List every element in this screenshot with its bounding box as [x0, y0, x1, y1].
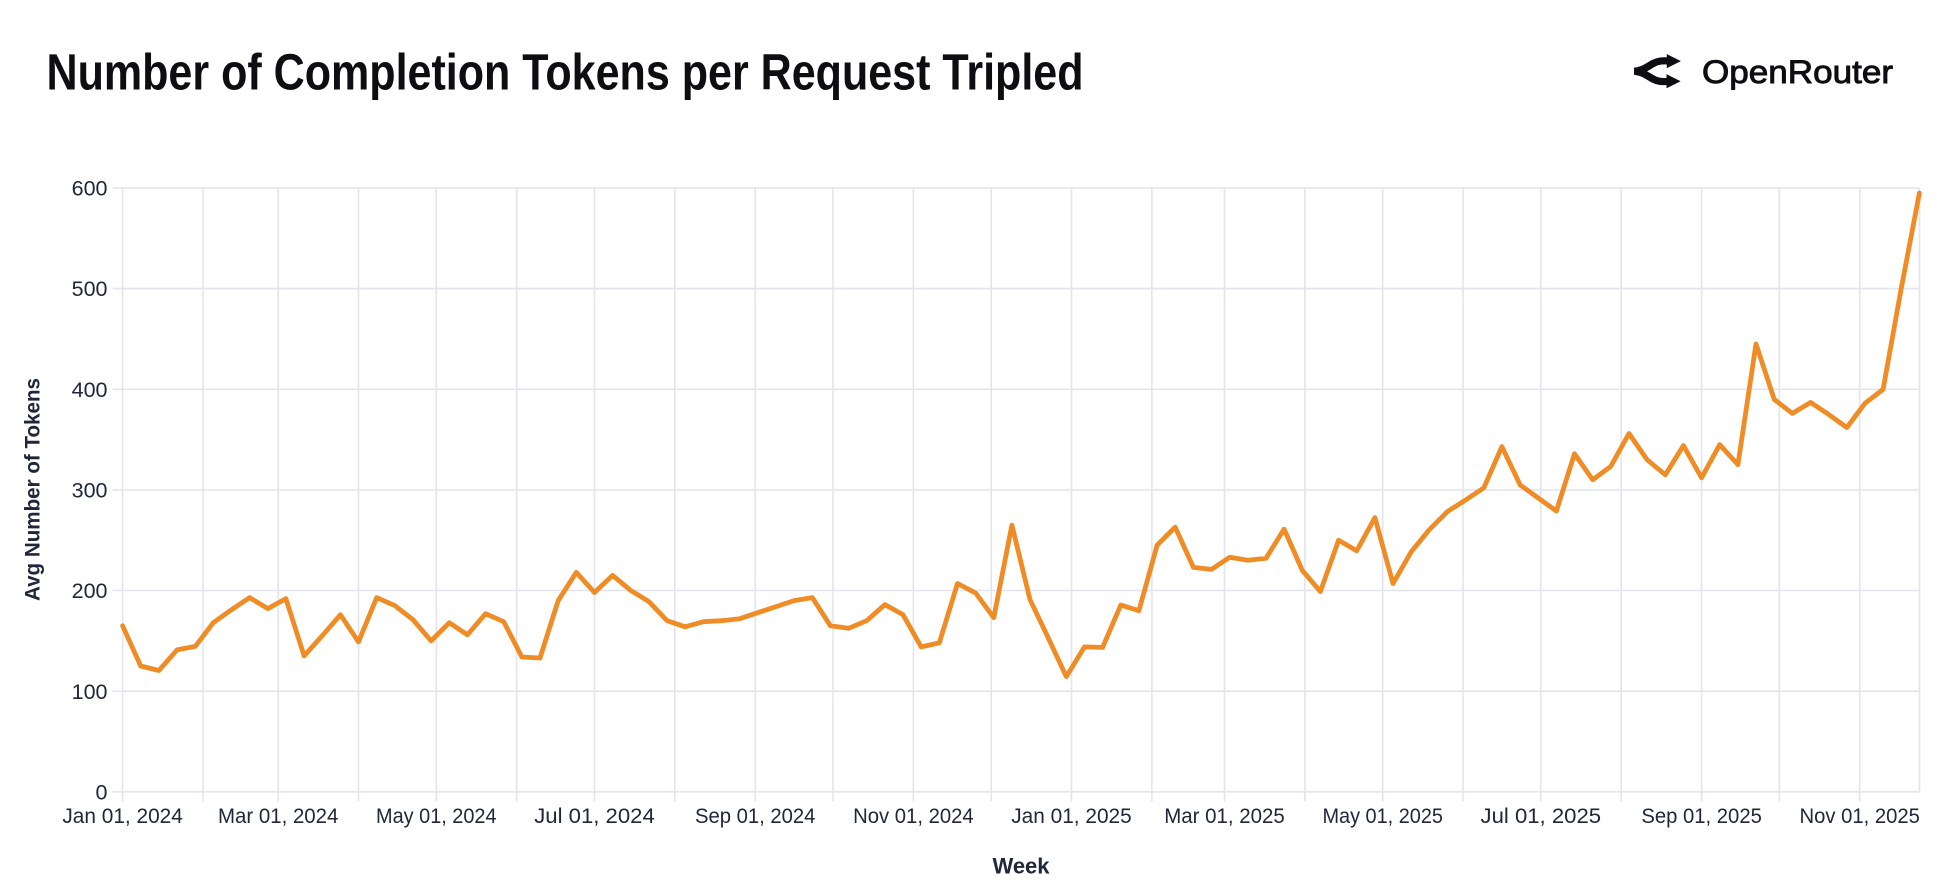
svg-text:0: 0	[96, 780, 108, 804]
svg-text:Jul 01, 2025: Jul 01, 2025	[1481, 804, 1602, 828]
svg-text:May 01, 2025: May 01, 2025	[1322, 804, 1443, 828]
svg-text:Nov 01, 2024: Nov 01, 2024	[853, 804, 974, 828]
svg-text:Nov 01, 2025: Nov 01, 2025	[1799, 804, 1920, 828]
svg-text:Jul 01, 2024: Jul 01, 2024	[534, 804, 655, 828]
svg-text:OpenRouter: OpenRouter	[1702, 54, 1893, 90]
svg-text:500: 500	[72, 277, 108, 301]
svg-text:300: 300	[72, 479, 108, 503]
svg-text:Avg Number of Tokens: Avg Number of Tokens	[21, 378, 45, 601]
svg-text:200: 200	[72, 579, 108, 603]
svg-text:Jan 01, 2024: Jan 01, 2024	[62, 804, 183, 828]
svg-text:Sep 01, 2024: Sep 01, 2024	[695, 804, 816, 828]
svg-text:100: 100	[72, 680, 108, 704]
svg-text:Sep 01, 2025: Sep 01, 2025	[1641, 804, 1762, 828]
svg-text:Mar 01, 2024: Mar 01, 2024	[218, 804, 339, 828]
svg-text:Number of Completion Tokens pe: Number of Completion Tokens per Request …	[47, 44, 1084, 101]
svg-text:Week: Week	[992, 854, 1050, 879]
svg-text:400: 400	[72, 378, 108, 402]
svg-text:Mar 01, 2025: Mar 01, 2025	[1164, 804, 1285, 828]
svg-text:May 01, 2024: May 01, 2024	[376, 804, 497, 828]
svg-text:Jan 01, 2025: Jan 01, 2025	[1011, 804, 1132, 828]
svg-text:600: 600	[72, 177, 108, 201]
